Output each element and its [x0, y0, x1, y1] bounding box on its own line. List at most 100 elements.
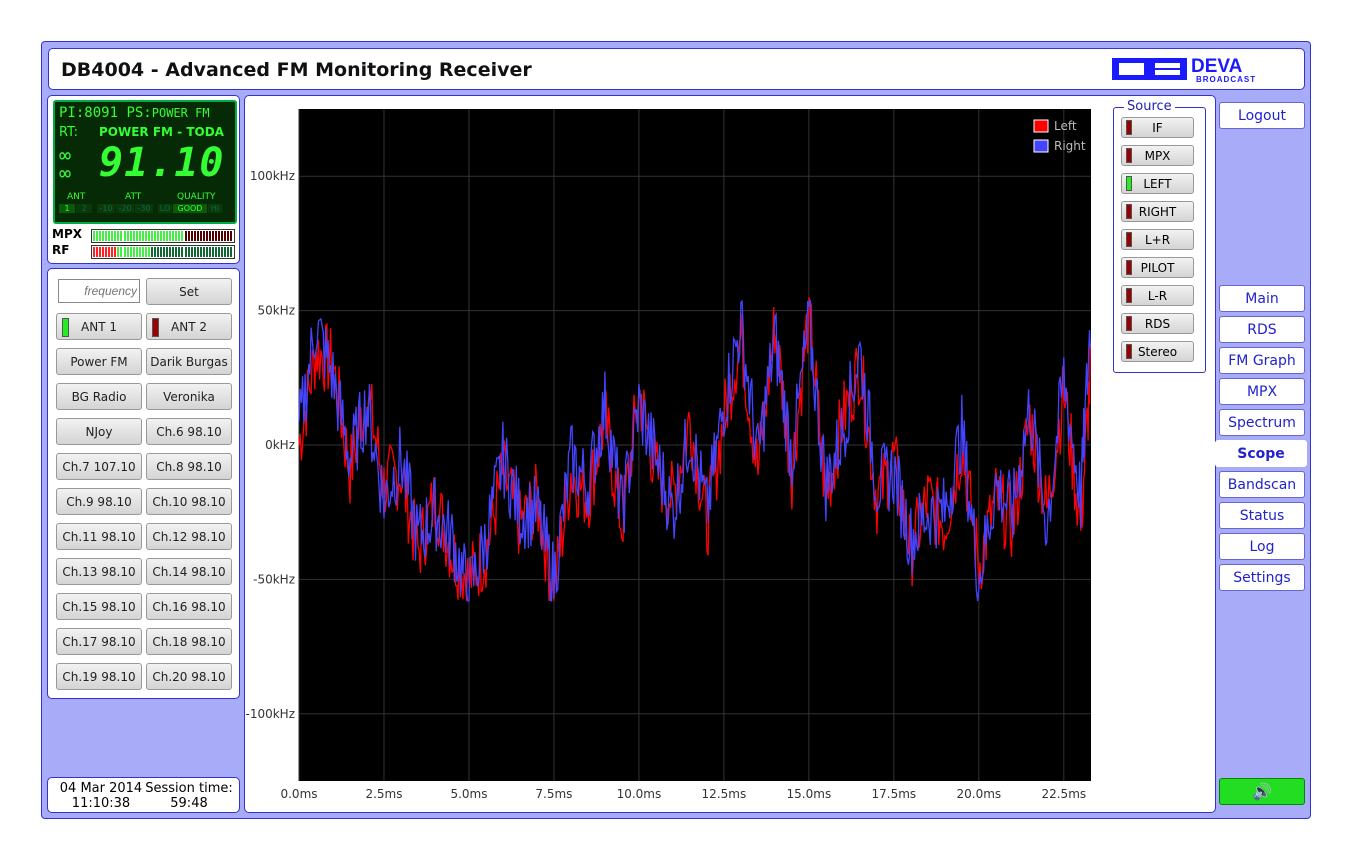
nav-fm-graph[interactable]: FM Graph [1219, 347, 1305, 374]
preset-button[interactable]: Ch.15 98.10 [56, 593, 142, 620]
meter-segment [99, 247, 102, 257]
y-tick-label: 0kHz [265, 438, 295, 452]
preset-button[interactable]: Ch.20 98.10 [146, 663, 232, 690]
ps-label: PS: [126, 105, 152, 121]
meter-segment [196, 247, 199, 257]
pi-value: 8091 [84, 105, 119, 121]
rf-label: RF [52, 243, 70, 257]
meter-segment [141, 231, 144, 241]
meter-segment [135, 247, 138, 257]
preset-button[interactable]: NJoy [56, 418, 142, 445]
series-line-left [298, 297, 1091, 601]
source-led [1126, 148, 1132, 163]
ant1-button[interactable]: ANT 1 [56, 313, 142, 340]
meter-segment [147, 247, 150, 257]
meter-segment [187, 231, 190, 241]
nav-log[interactable]: Log [1219, 533, 1305, 560]
meter-segment [147, 231, 150, 241]
set-button[interactable]: Set [146, 278, 232, 305]
nav-scope[interactable]: Scope [1215, 440, 1307, 467]
meter-segment [166, 231, 169, 241]
preset-button[interactable]: Ch.10 98.10 [146, 488, 232, 515]
nav-settings[interactable]: Settings [1219, 564, 1305, 591]
meter-segment [190, 247, 193, 257]
ant1-label: ANT 1 [81, 320, 117, 334]
meter-segment [181, 231, 184, 241]
preset-button[interactable]: Ch.8 98.10 [146, 453, 232, 480]
nav-spectrum[interactable]: Spectrum [1219, 409, 1305, 436]
source-stereo-button[interactable]: Stereo [1121, 341, 1194, 362]
legend-swatch [1033, 139, 1049, 153]
preset-button[interactable]: Ch.7 107.10 [56, 453, 142, 480]
meter-segment [224, 247, 227, 257]
meter-segment [129, 231, 132, 241]
frequency-input[interactable] [58, 279, 140, 303]
ant1-led [62, 318, 69, 337]
preset-button[interactable]: Ch.9 98.10 [56, 488, 142, 515]
series-line-right [298, 299, 1091, 602]
source-right-button[interactable]: RIGHT [1121, 201, 1194, 222]
preset-button[interactable]: BG Radio [56, 383, 142, 410]
lcd-display: PI:8091 PS:POWER FM RT: POWER FM - TODA … [53, 100, 237, 224]
meter-segment [224, 231, 227, 241]
source-lr-button[interactable]: L+R [1121, 229, 1194, 250]
nav-status[interactable]: Status [1219, 502, 1305, 529]
preset-button[interactable]: Ch.6 98.10 [146, 418, 232, 445]
source-mpx-button[interactable]: MPX [1121, 145, 1194, 166]
logout-button[interactable]: Logout [1219, 102, 1305, 129]
meter-segment [132, 231, 135, 241]
svg-text:DEVA: DEVA [1191, 56, 1243, 77]
ant2-button[interactable]: ANT 2 [146, 313, 232, 340]
source-led [1126, 120, 1132, 135]
x-tick-label: 2.5ms [365, 787, 402, 801]
source-pilot-button[interactable]: PILOT [1121, 257, 1194, 278]
rf-meter [91, 245, 235, 259]
nav-rds[interactable]: RDS [1219, 316, 1305, 343]
source-if-button[interactable]: IF [1121, 117, 1194, 138]
meter-segment [215, 231, 217, 241]
meter-segment [160, 247, 163, 257]
y-tick-label: -100kHz [245, 707, 295, 721]
preset-button[interactable]: Darik Burgas [146, 348, 232, 375]
preset-button[interactable]: Ch.18 98.10 [146, 628, 232, 655]
preset-button[interactable]: Ch.16 98.10 [146, 593, 232, 620]
preset-button[interactable]: Power FM [56, 348, 142, 375]
meter-segment [157, 231, 160, 241]
preset-button[interactable]: Ch.13 98.10 [56, 558, 142, 585]
x-tick-label: 20.0ms [956, 787, 1001, 801]
ant-2-indicator: 2 [76, 204, 92, 213]
nav-main[interactable]: Main [1219, 285, 1305, 312]
preset-button[interactable]: Ch.19 98.10 [56, 663, 142, 690]
nav-mpx[interactable]: MPX [1219, 378, 1305, 405]
preset-button[interactable]: Ch.12 98.10 [146, 523, 232, 550]
source-label: PILOT [1140, 261, 1175, 275]
meter-segment [227, 231, 230, 241]
meter-segment [120, 231, 123, 241]
deva-logo: DEVA BROADCAST [1112, 56, 1255, 84]
y-tick-label: -50kHz [253, 572, 295, 586]
meter-segment [218, 231, 221, 241]
meter-segment [138, 247, 141, 257]
meter-segment [169, 231, 172, 241]
meter-segment [199, 247, 202, 257]
preset-button[interactable]: Veronika [146, 383, 232, 410]
source-led [1126, 232, 1132, 247]
meter-segment [230, 247, 233, 257]
source-lr-button[interactable]: L-R [1121, 285, 1194, 306]
nav-bandscan[interactable]: Bandscan [1219, 471, 1305, 498]
meter-segment [175, 247, 178, 257]
att-30: -30 [135, 204, 153, 213]
meter-segment [114, 247, 117, 257]
source-left-button[interactable]: LEFT [1121, 173, 1194, 194]
scope-panel: 0.0ms 2.5ms 5.0ms 7.5ms 10.0ms 12.5ms 15.0ms 17… [244, 95, 1216, 813]
rt-label: RT: [59, 125, 78, 140]
ps-value: POWER FM [151, 106, 210, 120]
preset-button[interactable]: Ch.11 98.10 [56, 523, 142, 550]
source-rds-button[interactable]: RDS [1121, 313, 1194, 334]
preset-button[interactable]: Ch.14 98.10 [146, 558, 232, 585]
meter-segment [154, 231, 156, 241]
speaker-button[interactable]: 🔊 [1219, 778, 1305, 805]
meter-segment [120, 247, 123, 257]
preset-button[interactable]: Ch.17 98.10 [56, 628, 142, 655]
legend-label: Right [1054, 139, 1086, 153]
